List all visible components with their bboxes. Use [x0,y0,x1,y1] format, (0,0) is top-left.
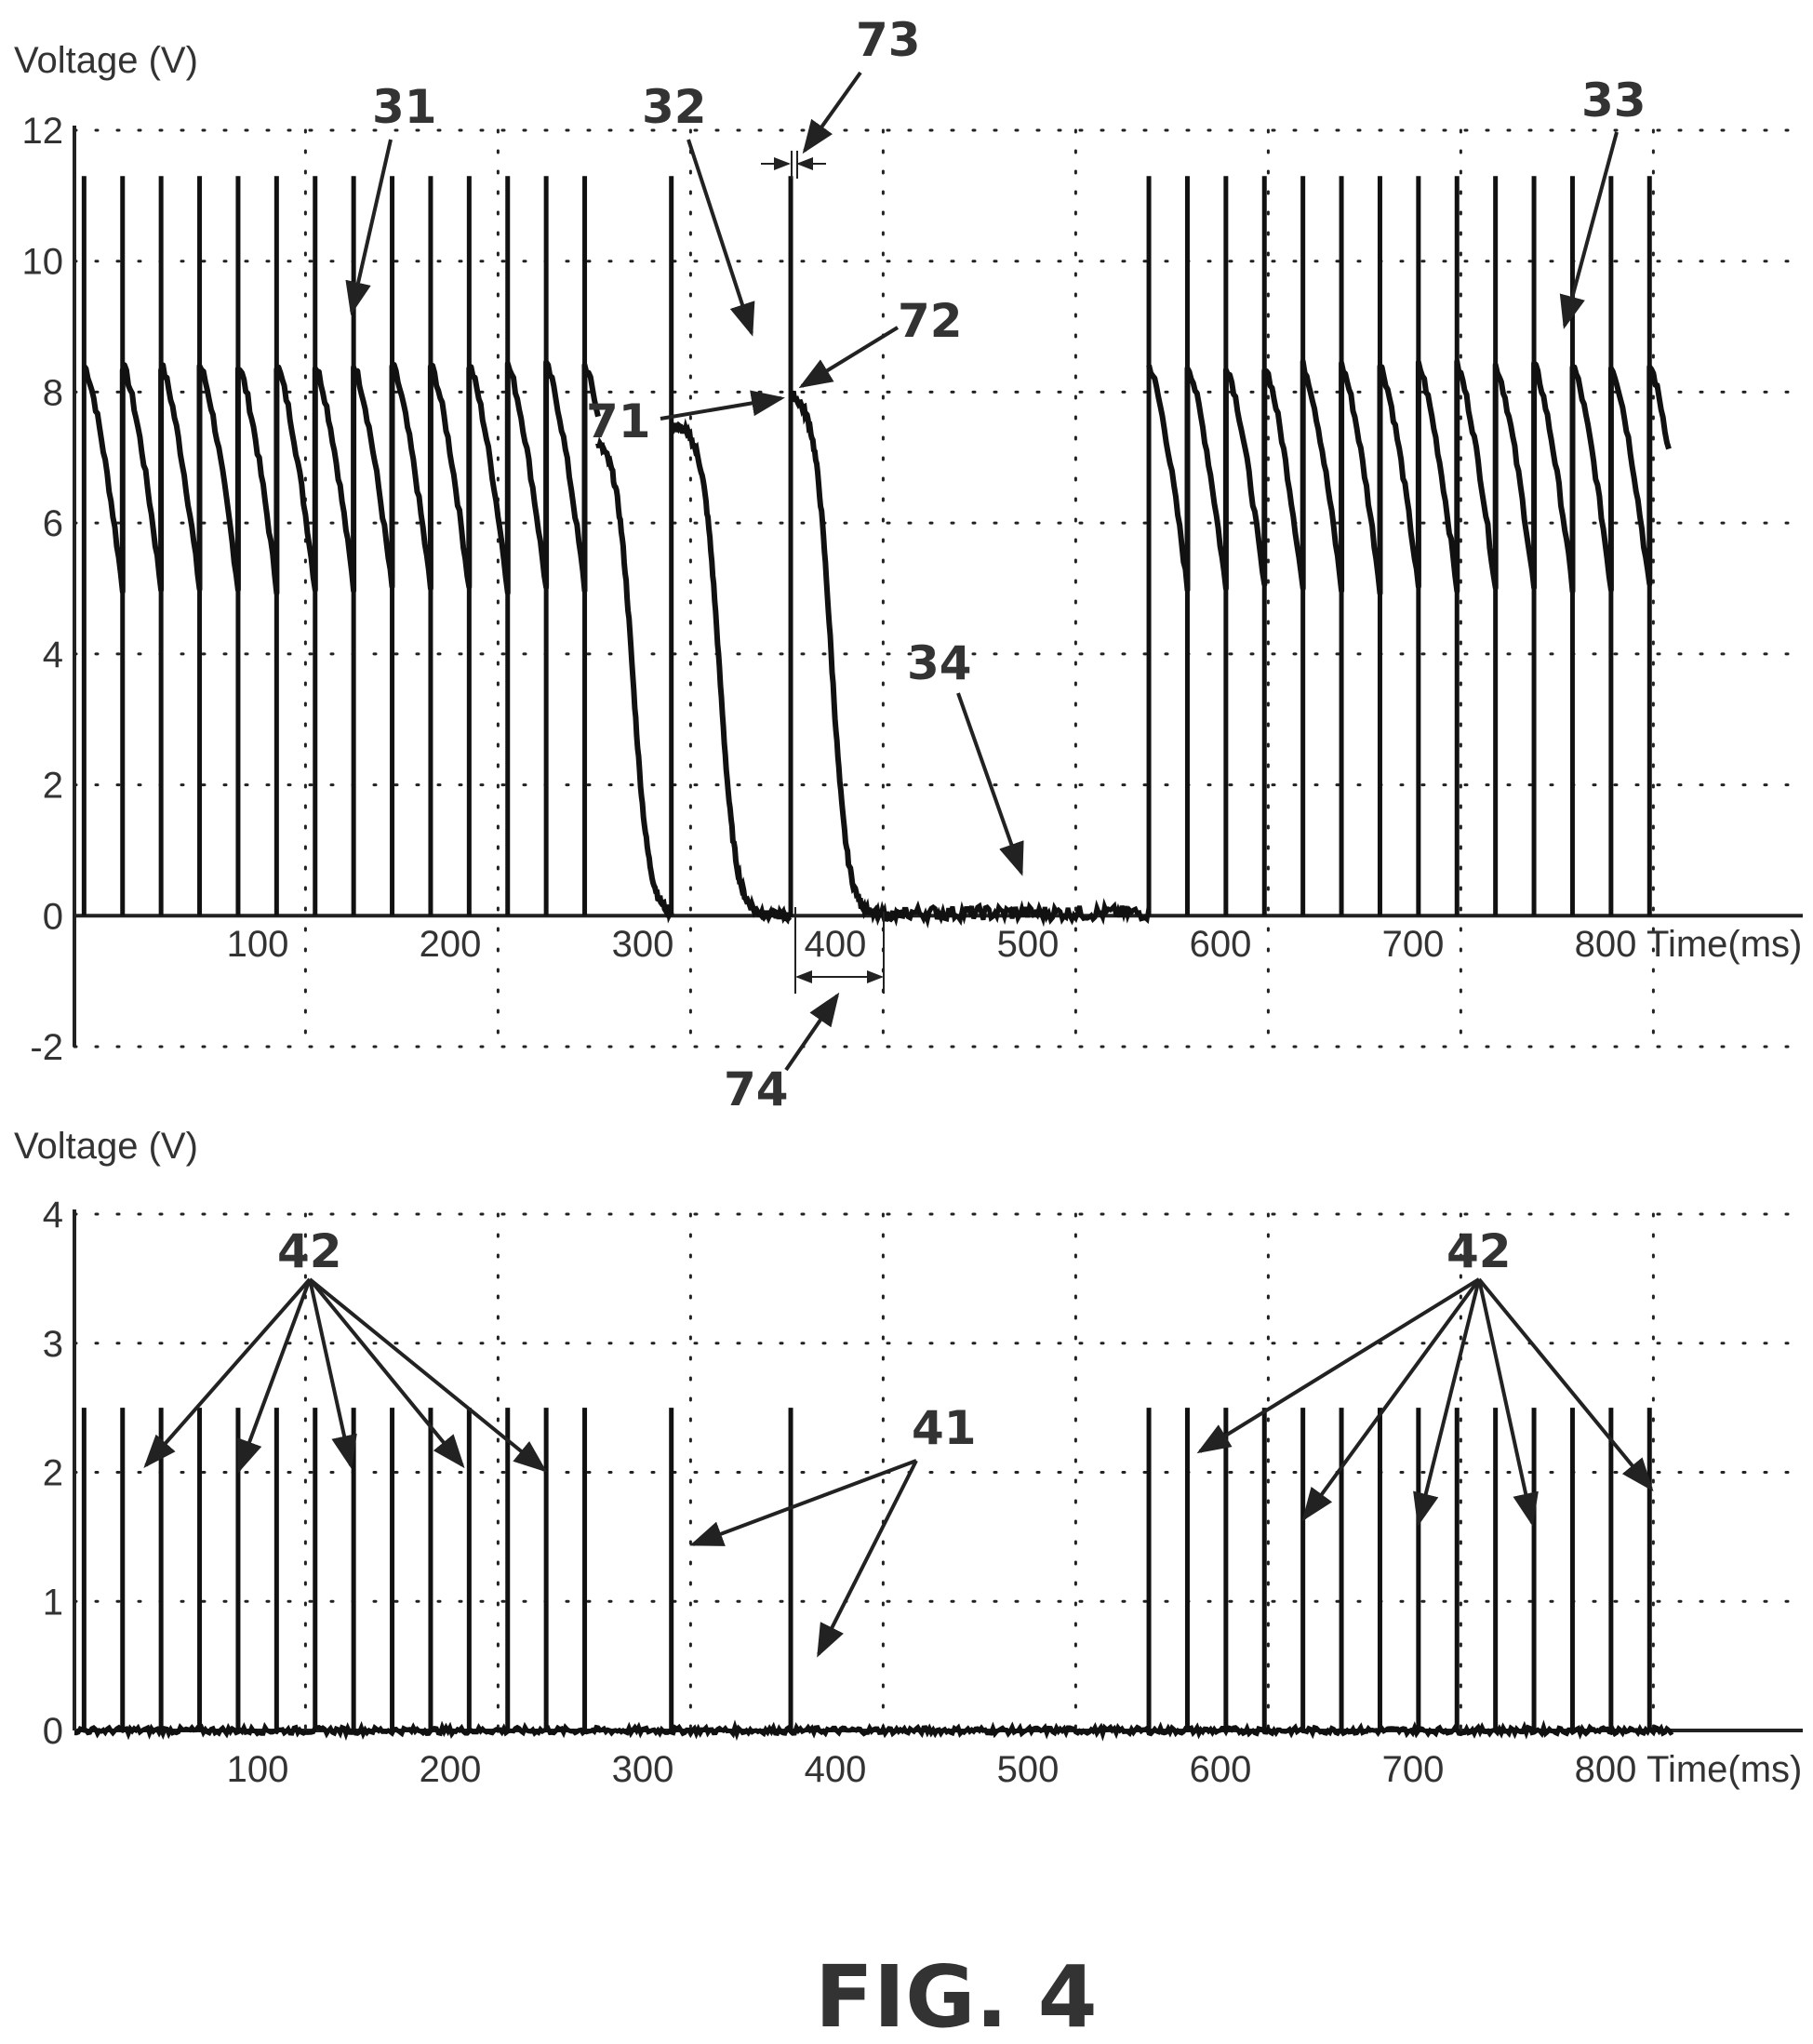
chart-top: Voltage (V) 12 10 8 6 4 2 0 -2 100 200 300 400 500 6… [14,13,1803,1116]
top-xtick-label: 400 [805,924,867,965]
top-xtick-label: 800 [1575,924,1637,965]
ref-31: 31 [372,80,437,134]
top-xtick-label: 100 [227,924,289,965]
chart-bottom-xticks: 100 200 300 400 500 600 700 800 [227,1749,1637,1790]
ref-41-arrow-2 [819,1461,916,1654]
top-ytick-label: 8 [43,372,63,413]
bottom-ytick-label: 1 [43,1582,63,1623]
top-sawtooth-trace [1149,362,1669,594]
ref-42-left: 42 [277,1224,342,1278]
bottom-xtick-label: 100 [227,1749,289,1790]
top-ytick-label: 10 [22,242,64,283]
ref-31-arrow [352,140,391,312]
ref-71: 71 [586,394,651,448]
chart-top-series [84,176,1669,920]
top-ytick-label: 4 [43,635,63,675]
chart-top-yticks: 12 10 8 6 4 2 0 -2 [22,111,64,1068]
top-ytick-label: 2 [43,766,63,807]
ref-42-right-arrow-2 [1304,1279,1479,1518]
ref-73: 73 [856,13,921,67]
top-xtick-label: 300 [612,924,674,965]
bottom-ytick-label: 2 [43,1453,63,1494]
chart-bottom-ylabel: Voltage (V) [14,1126,198,1167]
bottom-xtick-label: 600 [1190,1749,1252,1790]
ref-33: 33 [1581,73,1646,127]
ref-34: 34 [907,636,972,690]
top-sawtooth-trace [84,362,598,593]
ref-42-right-arrow-5 [1479,1279,1651,1489]
ref-72: 72 [898,294,963,348]
bottom-xtick-label: 200 [420,1749,482,1790]
ref-42-right-arrow-4 [1479,1279,1532,1523]
ref-32-arrow [688,140,752,333]
chart-bottom-grid [74,1209,1803,1730]
bottom-ytick-label: 4 [43,1195,63,1236]
chart-bottom-annotations: 42 42 41 [146,1224,1651,1654]
bottom-ytick-label: 0 [43,1711,63,1752]
top-ytick-label: 0 [43,896,63,937]
top-xtick-label: 700 [1382,924,1445,965]
chart-top-xlabel: Time(ms) [1646,924,1802,965]
figure-caption: FIG. 4 [815,1947,1098,2044]
bottom-xtick-label: 800 [1575,1749,1637,1790]
bottom-ytick-label: 3 [43,1324,63,1365]
chart-bottom: Voltage (V) 4 3 2 1 0 100 200 300 400 500 600 700 8… [14,1126,1803,1790]
top-decay-trace [598,443,672,915]
ref-42-left-arrow-4 [310,1279,462,1465]
top-ytick-label: 6 [43,503,63,544]
top-decay-trace [672,423,791,919]
ref-34-arrow [958,693,1021,873]
top-ytick-label: 12 [22,111,64,152]
chart-top-xticks: 100 200 300 400 500 600 700 800 [227,924,1637,965]
top-xtick-label: 500 [997,924,1060,965]
ref-41: 41 [912,1401,977,1455]
ref-74-arrow [786,995,837,1070]
chart-bottom-yticks: 4 3 2 1 0 [43,1195,63,1752]
top-baseline-trace [902,906,1149,920]
ref-32: 32 [642,80,707,134]
bottom-xtick-label: 500 [997,1749,1060,1790]
bottom-xtick-label: 300 [612,1749,674,1790]
top-ytick-label: -2 [30,1027,63,1068]
top-xtick-label: 600 [1190,924,1252,965]
ref-74: 74 [724,1062,789,1116]
chart-bottom-xlabel: Time(ms) [1646,1749,1802,1790]
chart-bottom-series [74,1408,1673,1733]
chart-top-ylabel: Voltage (V) [14,40,198,81]
ref-42-right-arrow-3 [1419,1279,1479,1523]
bottom-xtick-label: 700 [1382,1749,1445,1790]
ref-42-left-arrow-1 [146,1279,310,1465]
ref-73-arrow [805,73,860,151]
ref-71-arrow [660,398,781,419]
top-decay-trace [791,394,902,919]
bottom-xtick-label: 400 [805,1749,867,1790]
top-xtick-label: 200 [420,924,482,965]
ref-42-right: 42 [1446,1224,1512,1278]
